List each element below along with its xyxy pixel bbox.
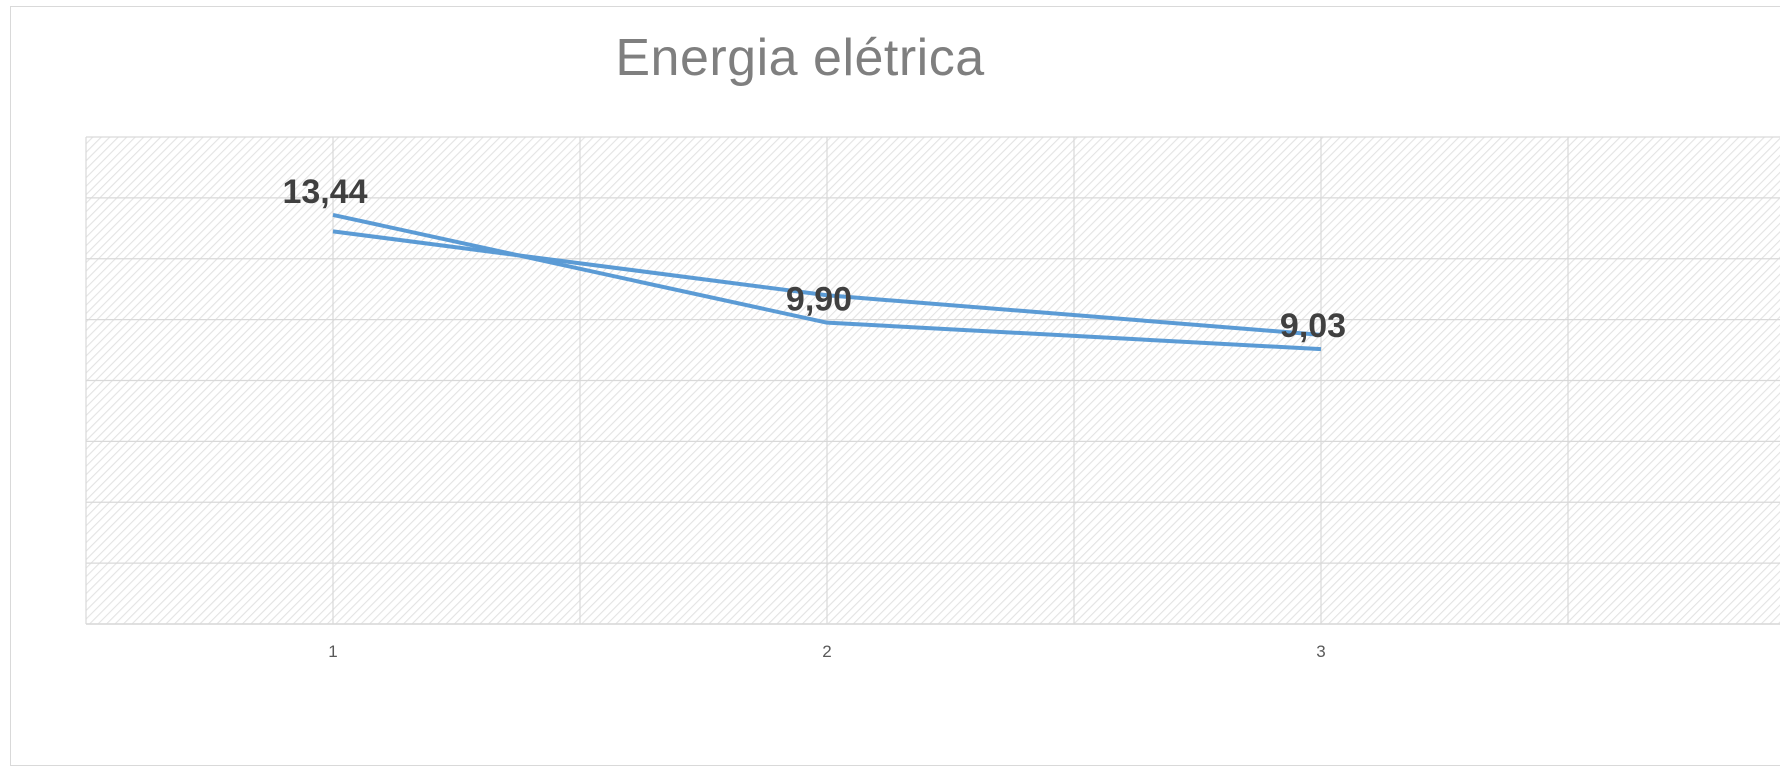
data-labels: 13,44 9,90 9,03: [282, 173, 1346, 345]
chart-title: Energia elétrica: [615, 29, 985, 87]
data-label: 13,44: [282, 173, 367, 211]
series-group: [332, 212, 1322, 352]
gridlines: [85, 136, 1780, 625]
x-tick-label: 2: [822, 642, 831, 661]
data-label: 9,90: [786, 281, 852, 319]
x-axis-ticks: 1 2 3: [328, 642, 1325, 661]
x-tick-label: 3: [1316, 642, 1325, 661]
x-tick-label: 1: [328, 642, 337, 661]
data-label: 9,03: [1280, 307, 1346, 345]
